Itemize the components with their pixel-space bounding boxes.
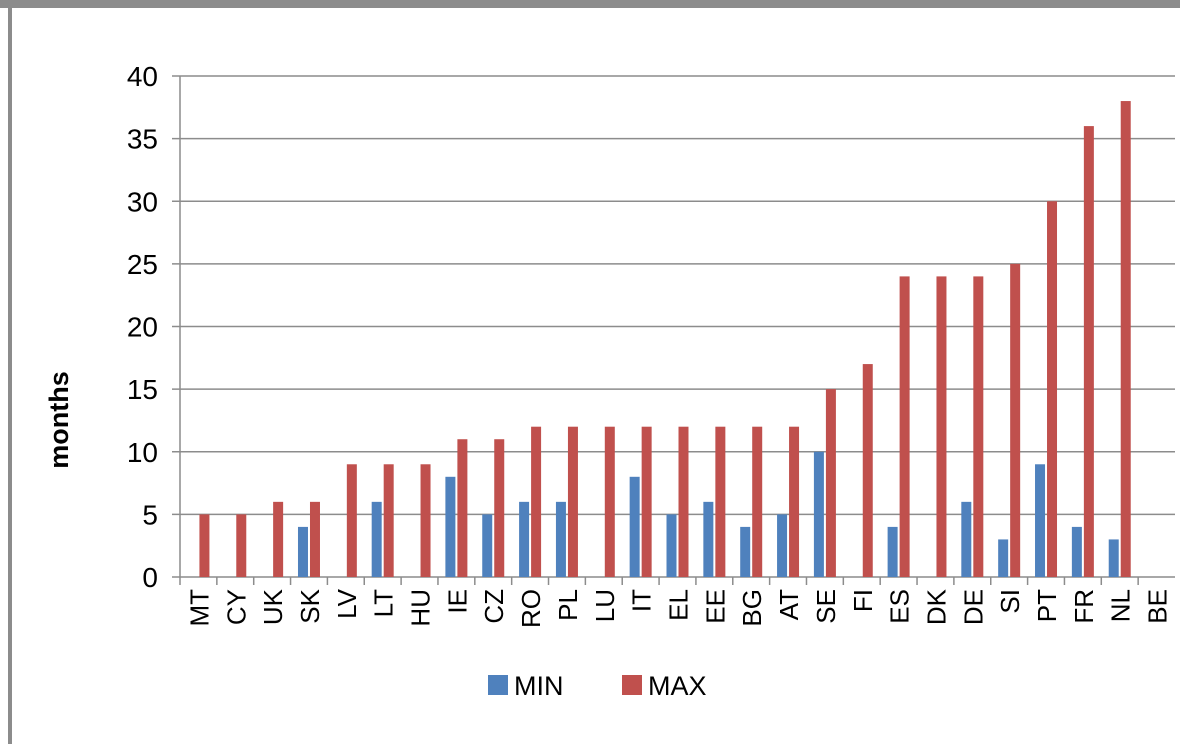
bar-max-ee [715, 426, 726, 577]
x-tick-label: PT [1032, 589, 1062, 622]
bar-max-nl [1120, 101, 1131, 578]
x-tick-label: FI [848, 589, 878, 612]
bar-max-ro [531, 426, 542, 577]
bar-min-it [629, 476, 640, 577]
x-tick-label: HU [406, 589, 436, 627]
y-tick-label: 0 [142, 562, 158, 593]
bar-max-lv [346, 464, 357, 577]
bar-max-es [899, 276, 910, 577]
bar-max-si [1010, 263, 1021, 577]
x-tick-label: SI [995, 589, 1025, 614]
x-tick-label: IT [627, 589, 657, 612]
x-tick-label: ES [885, 589, 915, 624]
bar-max-fr [1083, 126, 1094, 577]
bar-min-ie [445, 476, 456, 577]
x-tick-label: BE [1143, 589, 1173, 624]
bar-min-de [961, 501, 972, 577]
x-tick-label: UK [258, 588, 288, 625]
bar-min-lt [371, 501, 382, 577]
legend-swatch-min [488, 675, 508, 695]
bar-max-lt [383, 464, 394, 577]
y-tick-label: 15 [127, 374, 158, 405]
bar-max-pl [567, 426, 578, 577]
bar-max-sk [309, 501, 320, 577]
bar-min-pt [1035, 464, 1046, 577]
bar-min-pl [555, 501, 566, 577]
x-tick-label: IE [442, 589, 472, 614]
x-tick-label: LT [369, 589, 399, 618]
bar-max-cy [236, 514, 247, 577]
bar-min-nl [1108, 539, 1119, 577]
bars [199, 101, 1131, 578]
bar-max-hu [420, 464, 431, 577]
bar-max-ie [457, 439, 468, 577]
y-tick-label: 35 [127, 124, 158, 155]
x-tick-label: MT [184, 589, 214, 627]
bar-max-pt [1047, 201, 1058, 577]
x-tick-label: DK [921, 588, 951, 625]
left-border [8, 8, 12, 744]
x-tick-label: PL [553, 589, 583, 621]
y-tick-label: 5 [142, 499, 158, 530]
bar-max-de [973, 276, 984, 577]
bar-max-el [678, 426, 689, 577]
y-axis-ticks: 0 5 10 15 20 25 30 35 40 [127, 61, 158, 593]
bar-max-uk [273, 501, 284, 577]
top-border [0, 0, 1180, 8]
gridlines [180, 75, 1175, 516]
bar-max-at [789, 426, 800, 577]
bar-min-sk [297, 526, 308, 577]
x-tick-label: AT [774, 589, 804, 620]
x-tick-label: CY [221, 589, 251, 625]
x-tick-label: RO [516, 589, 546, 628]
x-tick-label: LU [590, 589, 620, 622]
bar-min-ee [703, 501, 714, 577]
x-axis-ticks: MT CY UK SK LV LT HU IE CZ RO PL LU IT EL EE BG AT SE FI ES… [184, 588, 1172, 628]
bar-min-fr [1071, 526, 1082, 577]
x-tick-label: NL [1106, 589, 1136, 622]
bar-min-se [813, 451, 824, 577]
bar-min-es [887, 526, 898, 577]
bar-max-fi [862, 364, 873, 577]
x-tick-label: DE [958, 589, 988, 625]
axes [172, 75, 1175, 585]
bar-min-cz [482, 514, 493, 577]
legend-label-max: MAX [648, 671, 707, 701]
bar-min-at [777, 514, 788, 577]
bar-max-dk [936, 276, 947, 577]
x-tick-label: CZ [479, 589, 509, 624]
bar-min-ro [519, 501, 530, 577]
y-axis-title: months [44, 371, 74, 469]
bar-max-mt [199, 514, 210, 577]
bar-max-cz [494, 439, 505, 577]
legend-label-min: MIN [514, 671, 564, 701]
x-tick-label: BG [737, 589, 767, 627]
x-tick-label: FR [1069, 589, 1099, 624]
y-tick-label: 20 [127, 312, 158, 343]
x-tick-label: EE [700, 589, 730, 624]
bar-max-it [641, 426, 652, 577]
legend: MIN MAX [488, 671, 707, 701]
bar-max-lu [604, 426, 615, 577]
x-tick-label: SK [295, 588, 325, 623]
bar-max-se [825, 389, 836, 577]
bar-max-bg [752, 426, 763, 577]
bar-min-si [998, 539, 1009, 577]
bar-min-el [666, 514, 677, 577]
y-tick-label: 25 [127, 249, 158, 280]
y-tick-label: 30 [127, 186, 158, 217]
legend-swatch-max [622, 675, 642, 695]
y-tick-label: 10 [127, 437, 158, 468]
bar-min-bg [740, 526, 751, 577]
x-tick-label: LV [332, 588, 362, 619]
y-tick-label: 40 [127, 61, 158, 92]
x-tick-label: SE [811, 589, 841, 624]
x-tick-label: EL [664, 589, 694, 621]
